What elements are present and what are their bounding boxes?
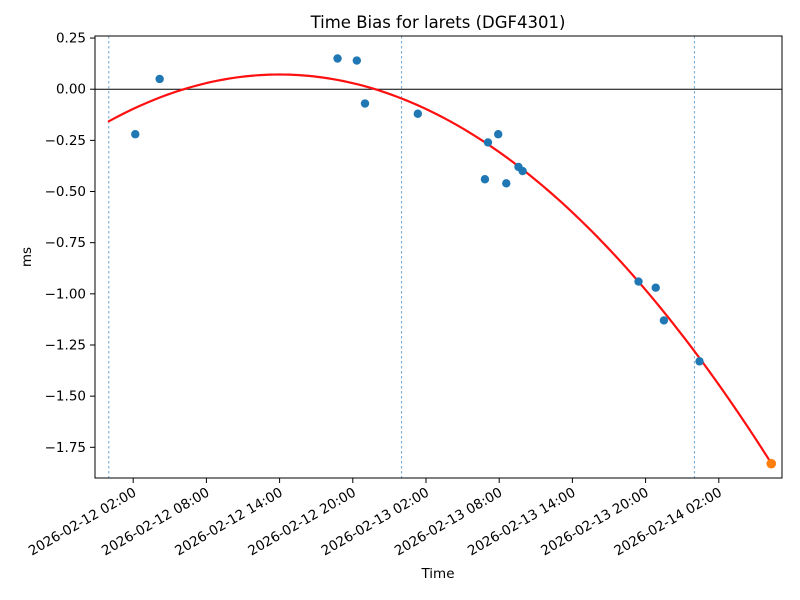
data-point-observed: [155, 74, 164, 84]
y-tick-label: −1.75: [45, 440, 86, 456]
y-tick-label: −0.25: [45, 133, 86, 149]
data-point-observed: [695, 357, 704, 366]
y-tick-label: −0.75: [45, 235, 86, 251]
data-point-observed: [651, 283, 660, 292]
y-tick-label: 0.25: [56, 31, 86, 47]
data-point-observed: [494, 130, 503, 139]
y-tick-label: −1.25: [45, 337, 86, 353]
x-axis-label: Time: [420, 566, 454, 582]
data-point-observed: [413, 109, 423, 118]
y-tick-label: −1.00: [45, 286, 86, 302]
data-point-observed: [483, 138, 493, 147]
y-tick-label: 0.00: [56, 82, 86, 98]
data-point-observed: [659, 316, 669, 325]
data-point-observed: [333, 54, 342, 63]
plot-border: [94, 35, 783, 479]
y-axis-label: ms: [19, 247, 35, 267]
series-observed: [131, 54, 704, 366]
data-point-observed: [352, 56, 362, 65]
chart-title: Time Bias for larets (DGF4301): [310, 13, 566, 32]
y-axis: 0.25 0.00 −0.25 −0.50 −0.75 −1.00 −1.25 −1.50 −1…: [45, 31, 95, 456]
y-tick-label: −0.50: [45, 184, 86, 200]
data-point-observed: [360, 99, 370, 108]
fit-curve: [107, 73, 773, 465]
data-point-observed: [502, 179, 511, 188]
day-boundary-lines: [108, 36, 695, 478]
data-point-predicted: [766, 458, 777, 469]
data-point-observed: [131, 130, 140, 139]
y-tick-label: −1.50: [45, 389, 86, 405]
series-predicted: [766, 458, 777, 469]
data-point-observed: [480, 175, 490, 184]
data-point-observed: [518, 166, 527, 176]
data-point-observed: [634, 277, 643, 286]
